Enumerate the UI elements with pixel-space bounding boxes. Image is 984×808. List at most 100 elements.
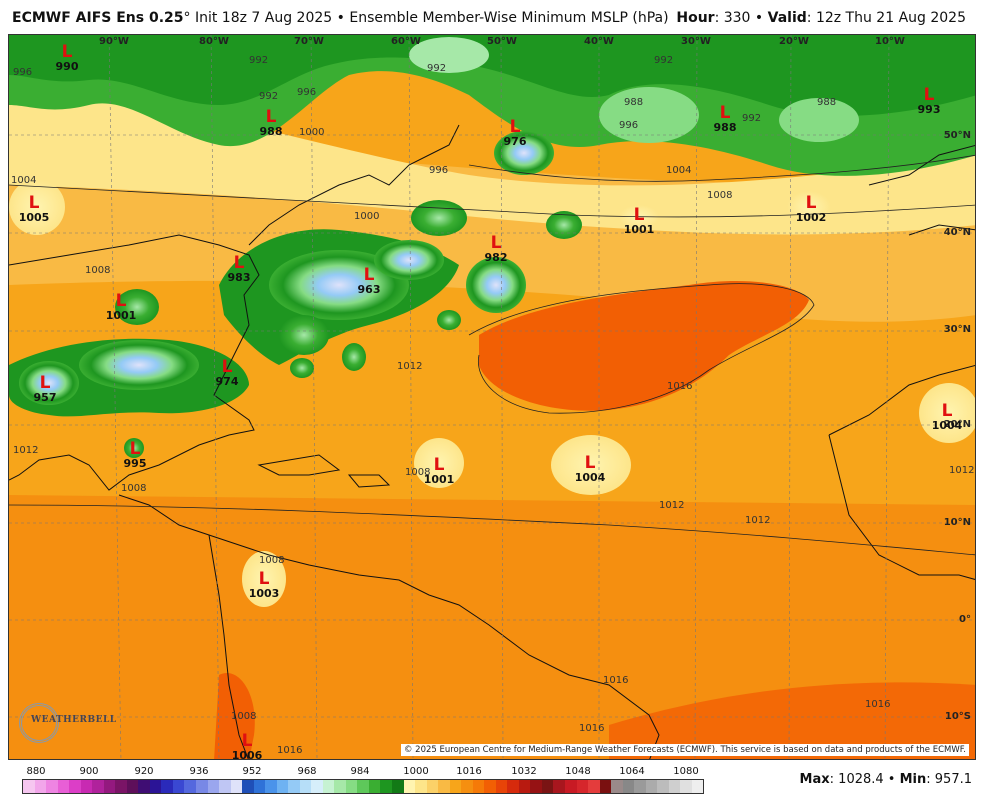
isobar-label: 996 (13, 67, 33, 78)
scale-swatch (530, 780, 542, 793)
low-center: L 988 (259, 107, 283, 138)
isobar-label: 996 (619, 120, 639, 131)
coastlines (9, 124, 975, 759)
low-center: L 993 (917, 85, 941, 116)
scale-swatch (634, 780, 646, 793)
scale-swatch (34, 780, 47, 793)
low-center: L 976 (503, 117, 527, 148)
isobar-label: 1016 (603, 675, 629, 686)
isobar-label: 1016 (579, 723, 605, 734)
isobar-label: 1016 (277, 745, 303, 756)
copyright-notice: © 2025 European Centre for Medium-Range … (400, 744, 969, 756)
scale-labels: 880 900 920 936 952 968 984 1000 1016 10… (22, 766, 702, 778)
lon-label: 10°W (875, 36, 905, 47)
lon-label: 60°W (391, 36, 421, 47)
scale-swatch (138, 780, 150, 793)
scale-swatch (242, 780, 254, 793)
valid-time: Hour: 330 • Valid: 12z Thu 21 Aug 2025 (676, 10, 966, 26)
isobar-label: 988 (817, 97, 837, 108)
scale-swatch (392, 780, 404, 793)
scale-swatch (57, 780, 70, 793)
low-center: L 957 (33, 373, 57, 404)
low-center: L 1004 (931, 401, 963, 432)
scale-swatch (657, 780, 669, 793)
lon-label: 40°W (584, 36, 614, 47)
scale-swatch (588, 780, 600, 793)
scale-swatch (161, 780, 173, 793)
scale-swatch (69, 780, 81, 793)
scale-swatch (518, 780, 531, 793)
scale-swatch (207, 780, 220, 793)
scale-swatch (357, 780, 369, 793)
isobar-label: 1008 (707, 190, 733, 201)
scale-swatch (622, 780, 635, 793)
scale-label: 1032 (511, 766, 537, 777)
isobar-label: 1004 (11, 175, 37, 186)
scale-swatch (472, 780, 485, 793)
isobar-label: 992 (249, 55, 269, 66)
low-center: L 982 (484, 233, 508, 264)
lon-label: 90°W (99, 36, 129, 47)
scale-swatch (668, 780, 681, 793)
scale-swatch (311, 780, 323, 793)
scale-swatch (265, 780, 277, 793)
scale-swatch (276, 780, 289, 793)
isobar-label: 1004 (666, 165, 692, 176)
low-center: L 995 (123, 439, 147, 470)
isobar-label: 996 (297, 87, 317, 98)
scale-swatch (564, 780, 577, 793)
lon-label: 20°W (779, 36, 809, 47)
isobar-label: 1012 (397, 361, 423, 372)
lon-label: 70°W (294, 36, 324, 47)
scale-swatch (484, 780, 496, 793)
isobar-label: 992 (427, 63, 447, 74)
scale-label: 900 (79, 766, 99, 777)
scale-swatch (322, 780, 335, 793)
scale-swatch (599, 780, 612, 793)
scale-swatch (149, 780, 162, 793)
scale-label: 1080 (673, 766, 699, 777)
graticule (9, 35, 975, 759)
scale-swatch (461, 780, 473, 793)
isobar-label: 992 (259, 91, 279, 102)
scale-bar (22, 779, 704, 794)
scale-swatch (645, 780, 658, 793)
scale-swatch (438, 780, 450, 793)
lat-label: 20°N (943, 419, 971, 430)
scale-swatch (680, 780, 692, 793)
scale-swatch (253, 780, 266, 793)
map-title: ECMWF AIFS Ens 0.25° Init 18z 7 Aug 2025… (12, 10, 669, 26)
max-min-readout: Max: 1028.4 • Min: 957.1 (799, 772, 972, 787)
scale-swatch (195, 780, 208, 793)
lat-label: 10°S (944, 711, 971, 722)
low-center: L 1004 (574, 453, 606, 484)
isobar-label: 1016 (865, 699, 891, 710)
scale-swatch (449, 780, 462, 793)
low-center: L 1002 (795, 193, 827, 224)
isobar-label: 1012 (949, 465, 975, 476)
low-center: L 963 (357, 265, 381, 296)
color-scale: 880 900 920 936 952 968 984 1000 1016 10… (22, 766, 704, 794)
isobar-label: 1008 (121, 483, 147, 494)
low-center: L 1005 (18, 193, 50, 224)
init-time: Init 18z 7 Aug 2025 (194, 10, 333, 26)
logo-swirl-icon (19, 703, 59, 743)
lat-label: 50°N (943, 130, 971, 141)
isobar-label: 1012 (13, 445, 39, 456)
scale-swatch (172, 780, 185, 793)
scale-swatch (507, 780, 519, 793)
low-center: L 990 (55, 42, 79, 73)
isobar-label: 1000 (299, 127, 325, 138)
isobar-label: 1012 (659, 500, 685, 511)
scale-swatch (368, 780, 381, 793)
low-center: L 1001 (105, 291, 137, 322)
isobar-label: 1016 (667, 381, 693, 392)
scale-swatch (46, 780, 58, 793)
scale-swatch (288, 780, 300, 793)
scale-label: 1064 (619, 766, 645, 777)
scale-swatch (576, 780, 589, 793)
lat-label: 10°N (943, 517, 971, 528)
scale-label: 952 (242, 766, 262, 777)
isobar-label: 996 (429, 165, 449, 176)
map-canvas (9, 35, 975, 759)
